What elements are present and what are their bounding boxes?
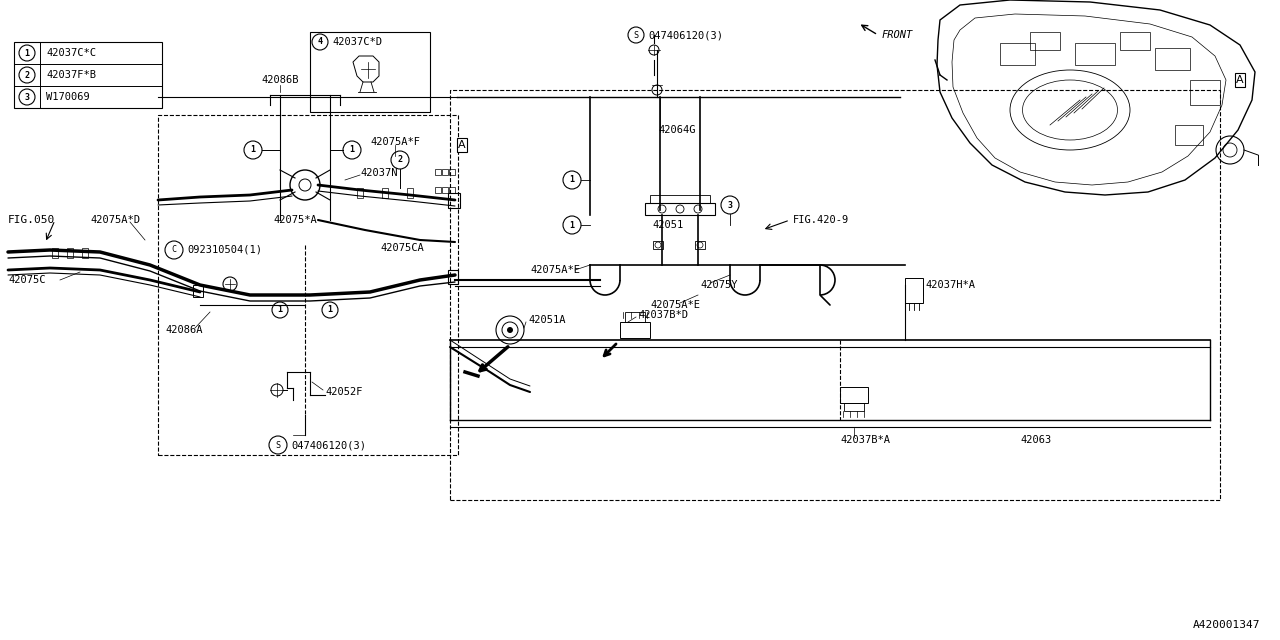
Text: 42075A*E: 42075A*E <box>530 265 580 275</box>
Text: 42051A: 42051A <box>529 315 566 325</box>
Bar <box>1000 43 1036 65</box>
Bar <box>1190 80 1220 105</box>
Text: A: A <box>458 140 466 150</box>
Text: 42037B*A: 42037B*A <box>840 435 890 445</box>
Text: 42037C*C: 42037C*C <box>46 48 96 58</box>
Text: 42037B*D: 42037B*D <box>637 310 689 320</box>
Bar <box>451 90 1220 500</box>
Text: S: S <box>275 440 280 449</box>
Text: 1: 1 <box>570 175 575 184</box>
Text: FIG.050: FIG.050 <box>8 215 55 225</box>
Bar <box>650 195 710 203</box>
Text: FIG.420-9: FIG.420-9 <box>794 215 849 225</box>
Bar <box>442 169 448 175</box>
Text: 092310504(1): 092310504(1) <box>187 245 262 255</box>
Text: W170069: W170069 <box>46 92 90 102</box>
Bar <box>67 248 73 258</box>
Bar <box>82 248 88 258</box>
Text: 1: 1 <box>349 145 355 154</box>
Text: 42037N: 42037N <box>360 168 398 178</box>
Text: 1: 1 <box>24 49 29 58</box>
Bar <box>1030 32 1060 50</box>
Bar <box>620 322 650 338</box>
Bar <box>193 285 204 297</box>
Text: S: S <box>634 31 639 40</box>
Text: 42037H*A: 42037H*A <box>925 280 975 290</box>
Text: 1: 1 <box>278 305 283 314</box>
Text: 1: 1 <box>570 221 575 230</box>
Text: 1: 1 <box>328 305 333 314</box>
Bar <box>1120 32 1149 50</box>
Text: 42075A*D: 42075A*D <box>90 215 140 225</box>
Bar <box>448 270 458 284</box>
Text: 4: 4 <box>317 38 323 47</box>
Text: 2: 2 <box>24 70 29 79</box>
Bar <box>52 248 58 258</box>
Text: FRONT: FRONT <box>882 30 913 40</box>
Bar <box>448 193 460 208</box>
Bar <box>695 241 705 249</box>
Bar <box>407 188 413 198</box>
Text: 42037C*D: 42037C*D <box>332 37 381 47</box>
Bar <box>840 387 868 403</box>
Bar <box>844 403 864 411</box>
Text: 42075Y: 42075Y <box>700 280 737 290</box>
Bar <box>1175 125 1203 145</box>
Text: 42075C: 42075C <box>8 275 46 285</box>
Bar <box>905 278 923 303</box>
Text: A420001347: A420001347 <box>1193 620 1260 630</box>
Text: C: C <box>172 246 177 255</box>
Text: 3: 3 <box>24 93 29 102</box>
Text: 42086B: 42086B <box>261 75 298 85</box>
Bar <box>381 188 388 198</box>
Text: 42075*A: 42075*A <box>273 215 317 225</box>
Text: 42051: 42051 <box>653 220 684 230</box>
Bar <box>653 241 663 249</box>
Bar <box>14 42 163 108</box>
Bar <box>435 187 442 193</box>
Bar <box>625 312 645 322</box>
Text: 2: 2 <box>398 156 402 164</box>
Bar <box>442 187 448 193</box>
Bar <box>1155 48 1190 70</box>
Text: A: A <box>1236 75 1244 85</box>
Bar <box>645 203 716 215</box>
Circle shape <box>507 327 513 333</box>
Text: 42086A: 42086A <box>165 325 202 335</box>
Bar <box>435 169 442 175</box>
Bar <box>1075 43 1115 65</box>
Text: 42064G: 42064G <box>658 125 695 135</box>
Bar <box>357 188 364 198</box>
Text: 42052F: 42052F <box>325 387 362 397</box>
Bar <box>449 187 454 193</box>
Text: 047406120(3): 047406120(3) <box>648 30 723 40</box>
Text: 047406120(3): 047406120(3) <box>291 440 366 450</box>
Text: 42075A*E: 42075A*E <box>650 300 700 310</box>
Bar <box>449 169 454 175</box>
Text: 42037F*B: 42037F*B <box>46 70 96 80</box>
Text: 3: 3 <box>727 200 732 209</box>
Text: 42075CA: 42075CA <box>380 243 424 253</box>
Text: 42063: 42063 <box>1020 435 1051 445</box>
Bar <box>310 32 430 112</box>
Bar <box>157 115 458 455</box>
Text: 1: 1 <box>251 145 256 154</box>
Text: 42075A*F: 42075A*F <box>370 137 420 147</box>
